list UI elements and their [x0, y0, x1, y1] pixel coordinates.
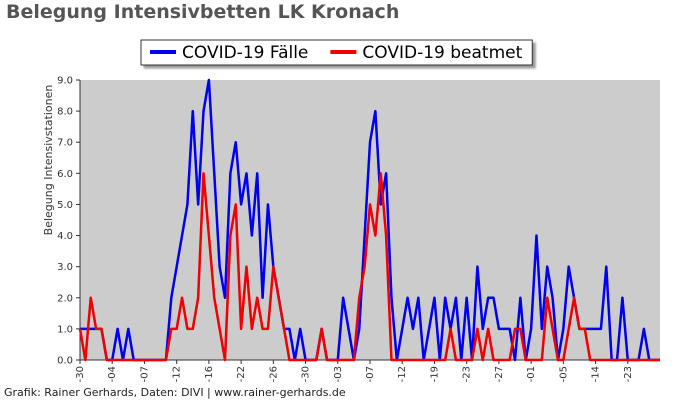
source: Grafik: Rainer Gerhards, Daten: DIVI | w…: [4, 386, 346, 399]
y-tick-label: 4.0: [57, 231, 73, 242]
x-tick-label: 05-26: [268, 366, 279, 395]
x-tick-label: 03-14: [591, 366, 602, 395]
legend-label: COVID-19 Fälle: [182, 43, 308, 63]
y-tick-label: 2.0: [57, 293, 73, 304]
footer-bg: [0, 382, 700, 400]
x-tick-label: 11-12: [172, 366, 183, 395]
x-tick-label: 04-30: [75, 366, 86, 395]
y-tick-label: 3.0: [57, 262, 73, 273]
y-tick-label: 0.0: [57, 356, 73, 367]
y-axis-label: Belegung Intensivstationen: [42, 85, 55, 236]
x-tick-label: 10-03: [333, 366, 344, 395]
legend-label: COVID-19 beatmet: [362, 43, 522, 63]
y-tick-label: 1.0: [57, 324, 73, 335]
x-tick-label: 01-05: [558, 366, 569, 395]
x-tick-label: 02-12: [397, 366, 408, 395]
x-tick-label: 03-22: [236, 366, 247, 395]
x-tick-label: 11-01: [526, 366, 537, 395]
x-tick-label: 11-16: [204, 366, 215, 395]
chart-title: Belegung Intensivbetten LK Kronach: [6, 1, 399, 23]
x-tick-label: 06-23: [462, 366, 473, 395]
y-tick-label: 9.0: [57, 76, 73, 87]
x-tick-label: 07-30: [301, 366, 312, 395]
x-tick-label: 08-27: [494, 366, 505, 395]
y-tick-label: 6.0: [57, 169, 73, 180]
x-tick-label: 05-23: [623, 366, 634, 395]
y-tick-label: 5.0: [57, 200, 73, 211]
y-tick-label: 8.0: [57, 107, 73, 118]
y-tick-label: 7.0: [57, 138, 73, 149]
series-line: [80, 78, 660, 362]
x-tick-label: 12-07: [365, 366, 376, 395]
series-line: [78, 172, 660, 362]
x-tick-label: 07-04: [107, 366, 118, 395]
x-tick-label: 09-07: [139, 366, 150, 395]
x-tick-label: 04-19: [429, 366, 440, 395]
plot-area: [80, 80, 660, 360]
